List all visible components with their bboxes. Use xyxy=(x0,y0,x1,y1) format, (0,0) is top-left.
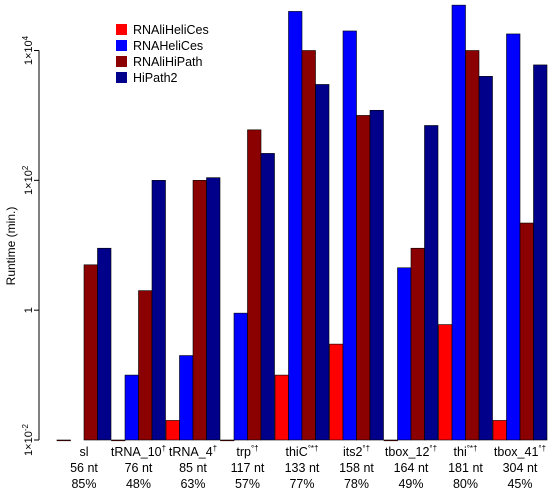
bar-rnahelices-trna_10 xyxy=(124,374,139,441)
bar-rnalihelices-tbox_41 xyxy=(492,420,507,441)
category-percent: 49% xyxy=(398,477,423,491)
bar-rnalihipath-trp xyxy=(247,129,262,441)
category-length: 181 nt xyxy=(448,461,483,475)
bar-hipath2-tbox_41 xyxy=(533,64,548,441)
y-axis: 1×10-2 1 1×102 1×104 xyxy=(21,35,40,456)
category-length: 158 nt xyxy=(339,461,374,475)
bar-rnalihipath-trna_10 xyxy=(138,290,153,441)
category-percent: 77% xyxy=(289,477,314,491)
bar-rnahelices-tbox_12 xyxy=(397,267,412,441)
category-length: 56 nt xyxy=(70,461,98,475)
bar-rnalihelices-trna_4 xyxy=(165,420,180,441)
bar-hipath2-thic xyxy=(315,84,330,441)
bar-rnalihipath-thi xyxy=(465,50,480,441)
legend: RNAliHeliCes RNAHeliCes RNAliHiPath HiPath2 xyxy=(116,23,209,85)
y-tick-label: 1 xyxy=(23,307,35,313)
bar-rnalihelices-trp xyxy=(220,439,235,442)
bar-rnalihipath-tbox_41 xyxy=(519,222,534,441)
category-percent: 85% xyxy=(71,477,96,491)
category-percent: 63% xyxy=(180,477,205,491)
y-tick-label: 1×102 xyxy=(21,165,35,195)
bar-rnahelices-trp xyxy=(233,312,248,441)
category-name: tRNA_10† xyxy=(111,444,166,459)
bar-hipath2-its2 xyxy=(369,109,384,441)
category-percent: 57% xyxy=(235,477,260,491)
bar-hipath2-trp xyxy=(260,153,275,441)
bar-hipath2-sl xyxy=(97,247,112,441)
category-name: thi°*† xyxy=(454,444,478,459)
y-tick-label: 1×104 xyxy=(21,35,35,65)
category-percent: 78% xyxy=(344,477,369,491)
bar-rnalihelices-thi xyxy=(438,324,453,441)
bar-rnahelices-thic xyxy=(288,11,303,441)
category-percent: 45% xyxy=(507,477,532,491)
category-length: 304 nt xyxy=(503,461,538,475)
bar-rnalihipath-tbox_12 xyxy=(410,247,425,441)
legend-swatch xyxy=(116,72,127,83)
category-name: tbox_41°† xyxy=(494,444,546,459)
category-labels: sl 56 nt 85% tRNA_10† 76 nt 48% tRNA_4† 85 nt 63… xyxy=(70,444,546,491)
bar-rnahelices-tbox_41 xyxy=(506,33,521,441)
bar-hipath2-tbox_12 xyxy=(424,125,439,441)
legend-swatch xyxy=(116,56,127,67)
bar-rnalihelices-trna_10 xyxy=(111,439,126,442)
category-percent: 80% xyxy=(453,477,478,491)
legend-label: RNAliHeliCes xyxy=(133,23,209,37)
y-tick-label: 1×10-2 xyxy=(21,424,35,456)
bar-rnahelices-thi xyxy=(451,4,466,441)
bar-rnahelices-trna_4 xyxy=(179,355,194,441)
legend-swatch xyxy=(116,40,127,51)
category-percent: 48% xyxy=(126,477,151,491)
bar-rnalihelices-sl xyxy=(56,439,71,442)
bar-rnalihipath-thic xyxy=(301,50,316,441)
category-length: 85 nt xyxy=(179,461,207,475)
category-name: tRNA_4† xyxy=(169,444,217,459)
bar-rnalihipath-sl xyxy=(83,264,98,441)
y-axis-title: Runtime (min.) xyxy=(4,207,18,286)
legend-label: RNAHeliCes xyxy=(133,39,203,53)
bar-rnalihelices-its2 xyxy=(329,343,344,441)
category-length: 164 nt xyxy=(394,461,429,475)
bar-rnalihelices-tbox_12 xyxy=(383,439,398,442)
legend-label: RNAliHiPath xyxy=(133,55,203,69)
bar-hipath2-thi xyxy=(478,76,493,441)
bar-rnahelices-its2 xyxy=(342,30,357,441)
bar-rnalihipath-trna_4 xyxy=(192,180,207,441)
bar-rnalihipath-its2 xyxy=(356,115,371,441)
category-name: tbox_12°† xyxy=(385,444,437,459)
category-name: sl xyxy=(79,445,88,459)
category-length: 76 nt xyxy=(125,461,153,475)
bar-hipath2-trna_4 xyxy=(206,177,221,441)
category-name: thiC°*† xyxy=(286,444,319,459)
bar-hipath2-trna_10 xyxy=(151,180,166,441)
legend-swatch xyxy=(116,24,127,35)
category-length: 133 nt xyxy=(285,461,320,475)
legend-label: HiPath2 xyxy=(133,71,178,85)
category-length: 117 nt xyxy=(231,461,265,475)
bar-rnalihelices-thic xyxy=(274,374,289,441)
category-name: its2°† xyxy=(343,444,370,459)
category-name: trp°† xyxy=(236,444,258,459)
bars xyxy=(56,4,548,442)
